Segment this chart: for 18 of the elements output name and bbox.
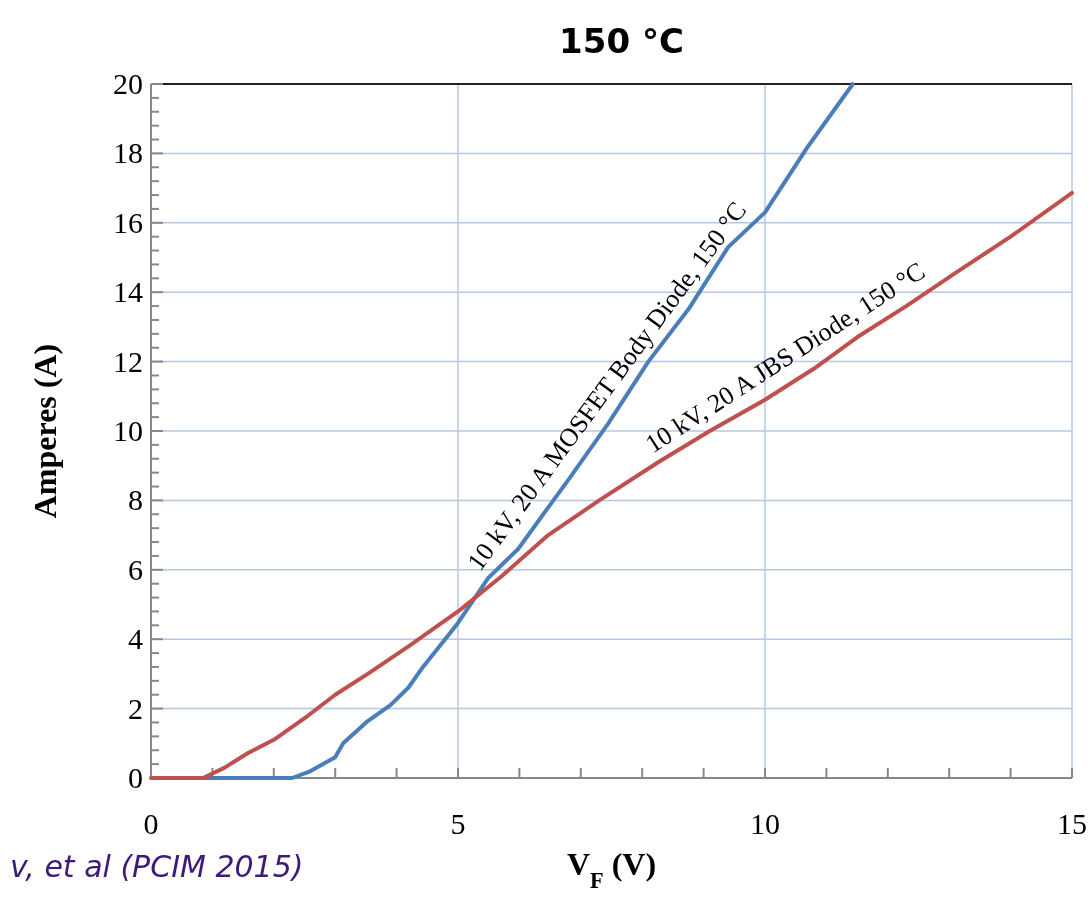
y-tick-label: 12 [113, 344, 143, 378]
x-axis-title: V$_{F}$ (V) [566, 846, 657, 893]
y-tick-label: 18 [113, 136, 143, 170]
y-tick-label: 8 [128, 483, 143, 517]
x-tick-label: 15 [1057, 807, 1087, 840]
x-tick-label: 10 [750, 807, 780, 840]
y-tick-label: 0 [128, 761, 143, 794]
y-tick-label: 14 [113, 275, 143, 309]
y-tick-label: 2 [128, 691, 143, 725]
x-tick-label: 5 [450, 807, 466, 840]
chart-title: 150 °C [559, 21, 684, 61]
y-tick-label: 16 [113, 205, 143, 239]
text: v, et al (PCIM 2015) [10, 849, 304, 884]
y-tick-label: 10 [113, 414, 143, 447]
y-tick-label: 4 [128, 622, 143, 656]
y-tick-label: 6 [128, 552, 143, 586]
y-axis-title: Amperes (A) [27, 343, 63, 519]
y-tick-label: 20 [113, 67, 143, 100]
